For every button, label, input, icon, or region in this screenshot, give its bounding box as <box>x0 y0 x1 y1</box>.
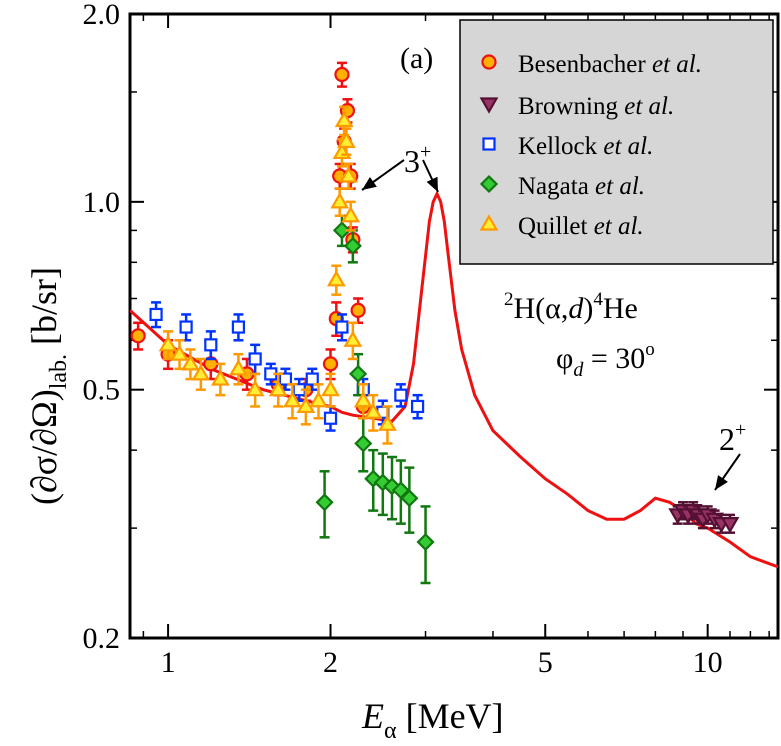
arrow-head <box>362 176 377 190</box>
arrow-head <box>426 176 438 192</box>
y-tick-label: 0.2 <box>83 622 121 655</box>
data-point <box>416 532 435 552</box>
data-point <box>343 236 362 255</box>
data-point <box>245 379 265 397</box>
data-point <box>336 131 356 148</box>
theory-curve-layer <box>130 190 778 569</box>
data-point <box>179 320 193 334</box>
data-point <box>410 399 425 414</box>
legend-marker-circle <box>481 54 497 70</box>
legend-marker-square <box>482 137 496 151</box>
data-point <box>181 354 200 371</box>
data-point <box>378 414 397 431</box>
data-point <box>191 364 211 381</box>
series-quillet <box>158 105 397 445</box>
legend-marker-diamond <box>479 174 499 194</box>
data-point <box>335 320 349 334</box>
data-point <box>158 335 178 352</box>
data-point <box>321 379 340 397</box>
data-point <box>296 396 316 414</box>
arrow-head <box>715 475 728 490</box>
plot-frame <box>128 12 780 640</box>
data-point <box>315 493 334 512</box>
data-point <box>339 166 358 183</box>
y-tick-label: 0.5 <box>83 374 121 407</box>
data-point <box>326 270 346 287</box>
data-point <box>229 359 248 376</box>
data-point <box>720 517 740 534</box>
data-point <box>350 302 366 318</box>
data-points-layer <box>130 61 740 585</box>
annotation-2plus: 2+ <box>719 419 746 457</box>
data-point <box>322 356 339 372</box>
y-tick-label: 1.0 <box>83 186 121 219</box>
legend-entry-besenbacher: Besenbacher et al. <box>518 51 702 78</box>
legend-box <box>459 19 774 265</box>
legend: Besenbacher et al. Browning et al. Kello… <box>459 19 774 265</box>
data-point <box>283 391 302 408</box>
data-point <box>309 391 328 408</box>
reaction-label: 2H(α,d)4He <box>504 289 638 325</box>
legend-marker-triangle-up <box>479 214 499 231</box>
data-point <box>349 364 368 383</box>
data-point <box>341 206 361 223</box>
y-axis-title: (∂σ/∂Ω)lab. [b/sr] <box>24 267 72 505</box>
data-point <box>278 372 293 386</box>
series-nagata <box>315 214 435 585</box>
data-point <box>248 352 262 366</box>
legend-entry-nagata: Nagata et al. <box>518 173 645 200</box>
annotation-arrows <box>361 159 741 491</box>
data-point <box>394 388 408 402</box>
data-point <box>204 338 218 352</box>
data-point <box>354 434 373 453</box>
data-point <box>323 411 338 425</box>
angle-label: φd = 30o <box>556 339 655 381</box>
data-point <box>330 192 350 209</box>
data-point <box>400 489 419 508</box>
data-point <box>343 330 363 347</box>
data-point <box>363 402 383 419</box>
data-point <box>170 344 189 361</box>
legend-entry-kellock: Kellock et al. <box>518 133 653 160</box>
data-point <box>353 391 373 408</box>
series-browning <box>668 501 740 534</box>
panel-label: (a) <box>400 42 433 75</box>
theory-curve <box>130 190 778 569</box>
y-tick-label: 2.0 <box>83 0 121 31</box>
legend-entry-quillet: Quillet et al. <box>518 213 644 240</box>
axis-ticks: 1 2 5 10 0.2 0.5 1.0 2.0 <box>83 0 778 679</box>
legend-markers <box>479 54 499 231</box>
data-point <box>231 320 246 334</box>
data-point <box>334 110 354 128</box>
data-point <box>334 66 350 83</box>
x-axis-title: Eα [MeV] <box>361 696 504 744</box>
x-tick-label: 10 <box>693 646 723 679</box>
data-point <box>130 328 146 344</box>
annotation-3plus: 3+ <box>404 141 431 179</box>
data-point <box>210 369 230 386</box>
legend-entry-browning: Browning et al. <box>518 93 674 120</box>
data-point <box>268 379 288 397</box>
legend-marker-triangle-down <box>479 97 499 114</box>
x-tick-label: 1 <box>161 646 176 679</box>
x-tick-label: 2 <box>323 646 338 679</box>
data-point <box>149 307 163 322</box>
x-tick-label: 5 <box>538 646 553 679</box>
data-point <box>305 372 319 386</box>
data-point <box>332 221 352 240</box>
